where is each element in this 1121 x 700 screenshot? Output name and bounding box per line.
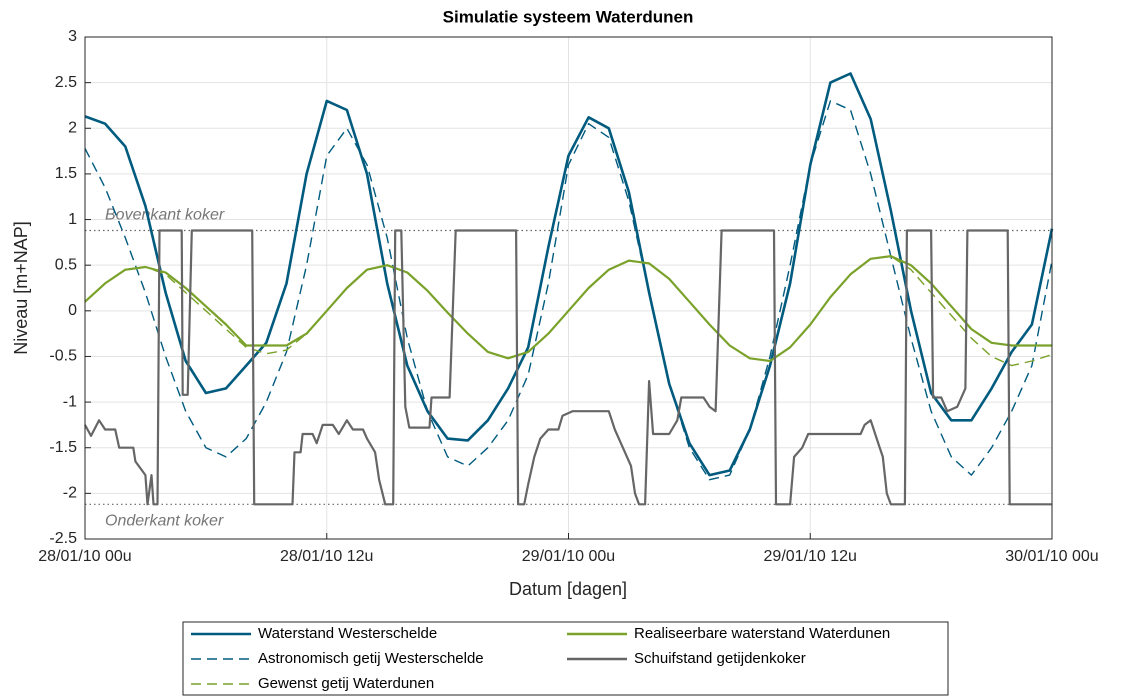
y-tick-label: -1 — [63, 393, 77, 410]
y-tick-label: -2.5 — [49, 530, 77, 547]
y-tick-label: 1.5 — [55, 165, 77, 182]
annotation: Bovenkant koker — [105, 207, 225, 224]
legend-label: Waterstand Westerschelde — [258, 625, 437, 642]
x-tick-label: 28/01/10 12u — [280, 548, 373, 565]
y-tick-label: 1 — [68, 211, 77, 228]
y-tick-label: 2.5 — [55, 74, 77, 91]
series-line — [84, 229, 1052, 506]
x-tick-label: 30/01/10 00u — [1005, 548, 1098, 565]
y-tick-label: 0 — [68, 302, 77, 319]
x-tick-label: 29/01/10 12u — [764, 548, 857, 565]
legend-label: Schuifstand getijdenkoker — [634, 650, 806, 667]
series-line — [84, 72, 1054, 477]
y-tick-label: -2 — [63, 485, 77, 502]
legend-label: Astronomisch getij Westerschelde — [258, 650, 484, 667]
y-axis-label: Niveau [m+NAP] — [11, 221, 31, 355]
y-tick-label: -0.5 — [49, 348, 77, 365]
legend-box — [182, 621, 949, 696]
chart-title: Simulatie systeem Waterdunen — [443, 7, 694, 26]
y-tick-label: 0.5 — [55, 256, 77, 273]
legend-label: Gewenst getij Waterdunen — [258, 675, 434, 692]
x-tick-label: 28/01/10 00u — [38, 548, 131, 565]
x-tick-label: 29/01/10 00u — [522, 548, 615, 565]
y-tick-label: 3 — [68, 28, 77, 45]
legend-label: Realiseerbare waterstand Waterdunen — [634, 625, 890, 642]
y-tick-label: 2 — [68, 119, 77, 136]
x-axis-label: Datum [dagen] — [509, 579, 627, 599]
plot-border — [84, 36, 1053, 540]
annotation: Onderkant koker — [105, 513, 224, 530]
series-line — [84, 255, 1052, 363]
y-tick-label: -1.5 — [49, 439, 77, 456]
